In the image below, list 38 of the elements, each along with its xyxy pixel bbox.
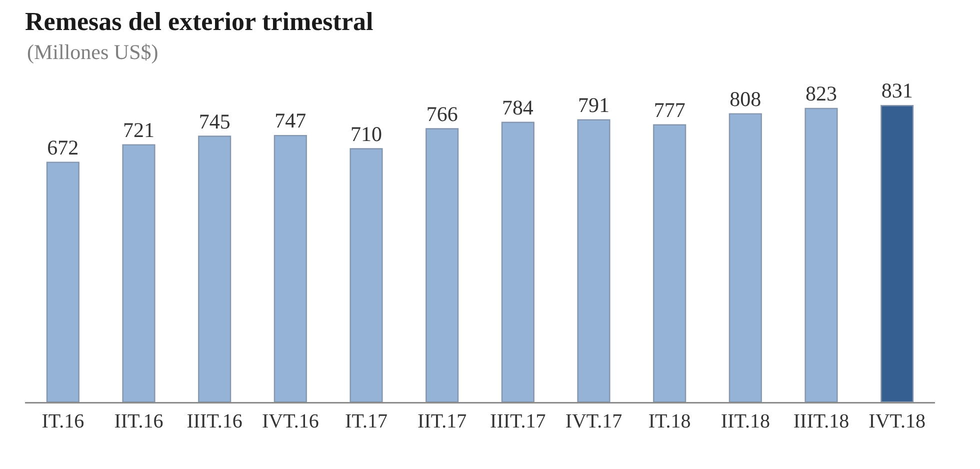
- x-tick-label: IIT.16: [114, 410, 164, 432]
- bar: [426, 128, 459, 402]
- bar: [198, 136, 232, 402]
- bar: [577, 119, 610, 402]
- chart-title: Remesas del exterior trimestral: [25, 7, 374, 36]
- data-label: 721: [122, 118, 154, 142]
- bar: [46, 162, 80, 402]
- bar: [880, 105, 914, 402]
- bar: [274, 134, 307, 402]
- x-tick-label: IIT.18: [720, 410, 770, 432]
- data-label: 710: [350, 122, 382, 146]
- bar: [501, 122, 534, 402]
- data-label: 808: [730, 86, 762, 111]
- data-label: 672: [47, 135, 79, 160]
- bar: [122, 144, 156, 402]
- x-tick-label: IVT.16: [262, 410, 319, 432]
- data-label: 784: [502, 95, 534, 120]
- x-tick-label: IVT.17: [565, 410, 622, 432]
- data-label: 831: [881, 78, 913, 103]
- bar: [350, 148, 383, 402]
- x-tick-label: IIIT.16: [186, 410, 242, 432]
- data-label: 745: [198, 109, 230, 134]
- data-label: 823: [805, 81, 837, 106]
- data-label: 747: [274, 108, 306, 133]
- chart-subtitle: (Millones US$): [27, 40, 158, 64]
- bar: [804, 108, 838, 402]
- x-tick-label: IIIT.17: [490, 410, 546, 432]
- x-tick-label: IT.17: [345, 410, 388, 432]
- data-label: 766: [426, 102, 458, 126]
- x-tick-label: IVT.18: [868, 410, 926, 432]
- data-label: 777: [654, 98, 686, 122]
- x-tick-label: IIT.17: [418, 410, 467, 432]
- bar: [728, 113, 762, 402]
- x-tick-label: IIIT.18: [793, 410, 850, 432]
- data-label: 791: [578, 92, 610, 117]
- x-tick-label: IT.16: [42, 410, 84, 432]
- x-tick-label: IT.18: [648, 410, 691, 432]
- bar: [653, 124, 686, 402]
